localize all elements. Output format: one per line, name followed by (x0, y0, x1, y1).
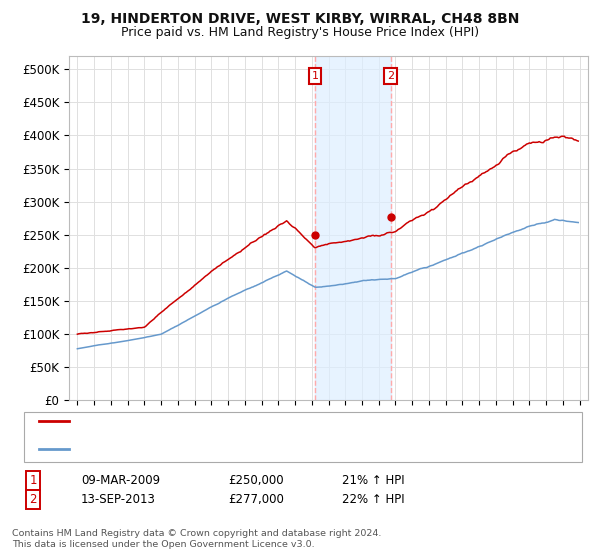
Text: 1: 1 (311, 71, 319, 81)
Text: 2: 2 (29, 493, 37, 506)
Text: 13-SEP-2013: 13-SEP-2013 (81, 493, 156, 506)
Text: Contains HM Land Registry data © Crown copyright and database right 2024.
This d: Contains HM Land Registry data © Crown c… (12, 529, 382, 549)
Text: £277,000: £277,000 (228, 493, 284, 506)
Text: 1: 1 (29, 474, 37, 487)
Text: 19, HINDERTON DRIVE, WEST KIRBY, WIRRAL, CH48 8BN: 19, HINDERTON DRIVE, WEST KIRBY, WIRRAL,… (81, 12, 519, 26)
Text: 22% ↑ HPI: 22% ↑ HPI (342, 493, 404, 506)
Bar (315, 56, 391, 400)
Text: £250,000: £250,000 (228, 474, 284, 487)
Text: HPI: Average price, detached house, Wirral: HPI: Average price, detached house, Wirr… (75, 444, 310, 454)
Text: 19, HINDERTON DRIVE, WEST KIRBY, WIRRAL, CH48 8BN (detached house): 19, HINDERTON DRIVE, WEST KIRBY, WIRRAL,… (75, 416, 483, 426)
Text: 21% ↑ HPI: 21% ↑ HPI (342, 474, 404, 487)
Text: Price paid vs. HM Land Registry's House Price Index (HPI): Price paid vs. HM Land Registry's House … (121, 26, 479, 39)
Text: 2: 2 (387, 71, 394, 81)
Text: 09-MAR-2009: 09-MAR-2009 (81, 474, 160, 487)
